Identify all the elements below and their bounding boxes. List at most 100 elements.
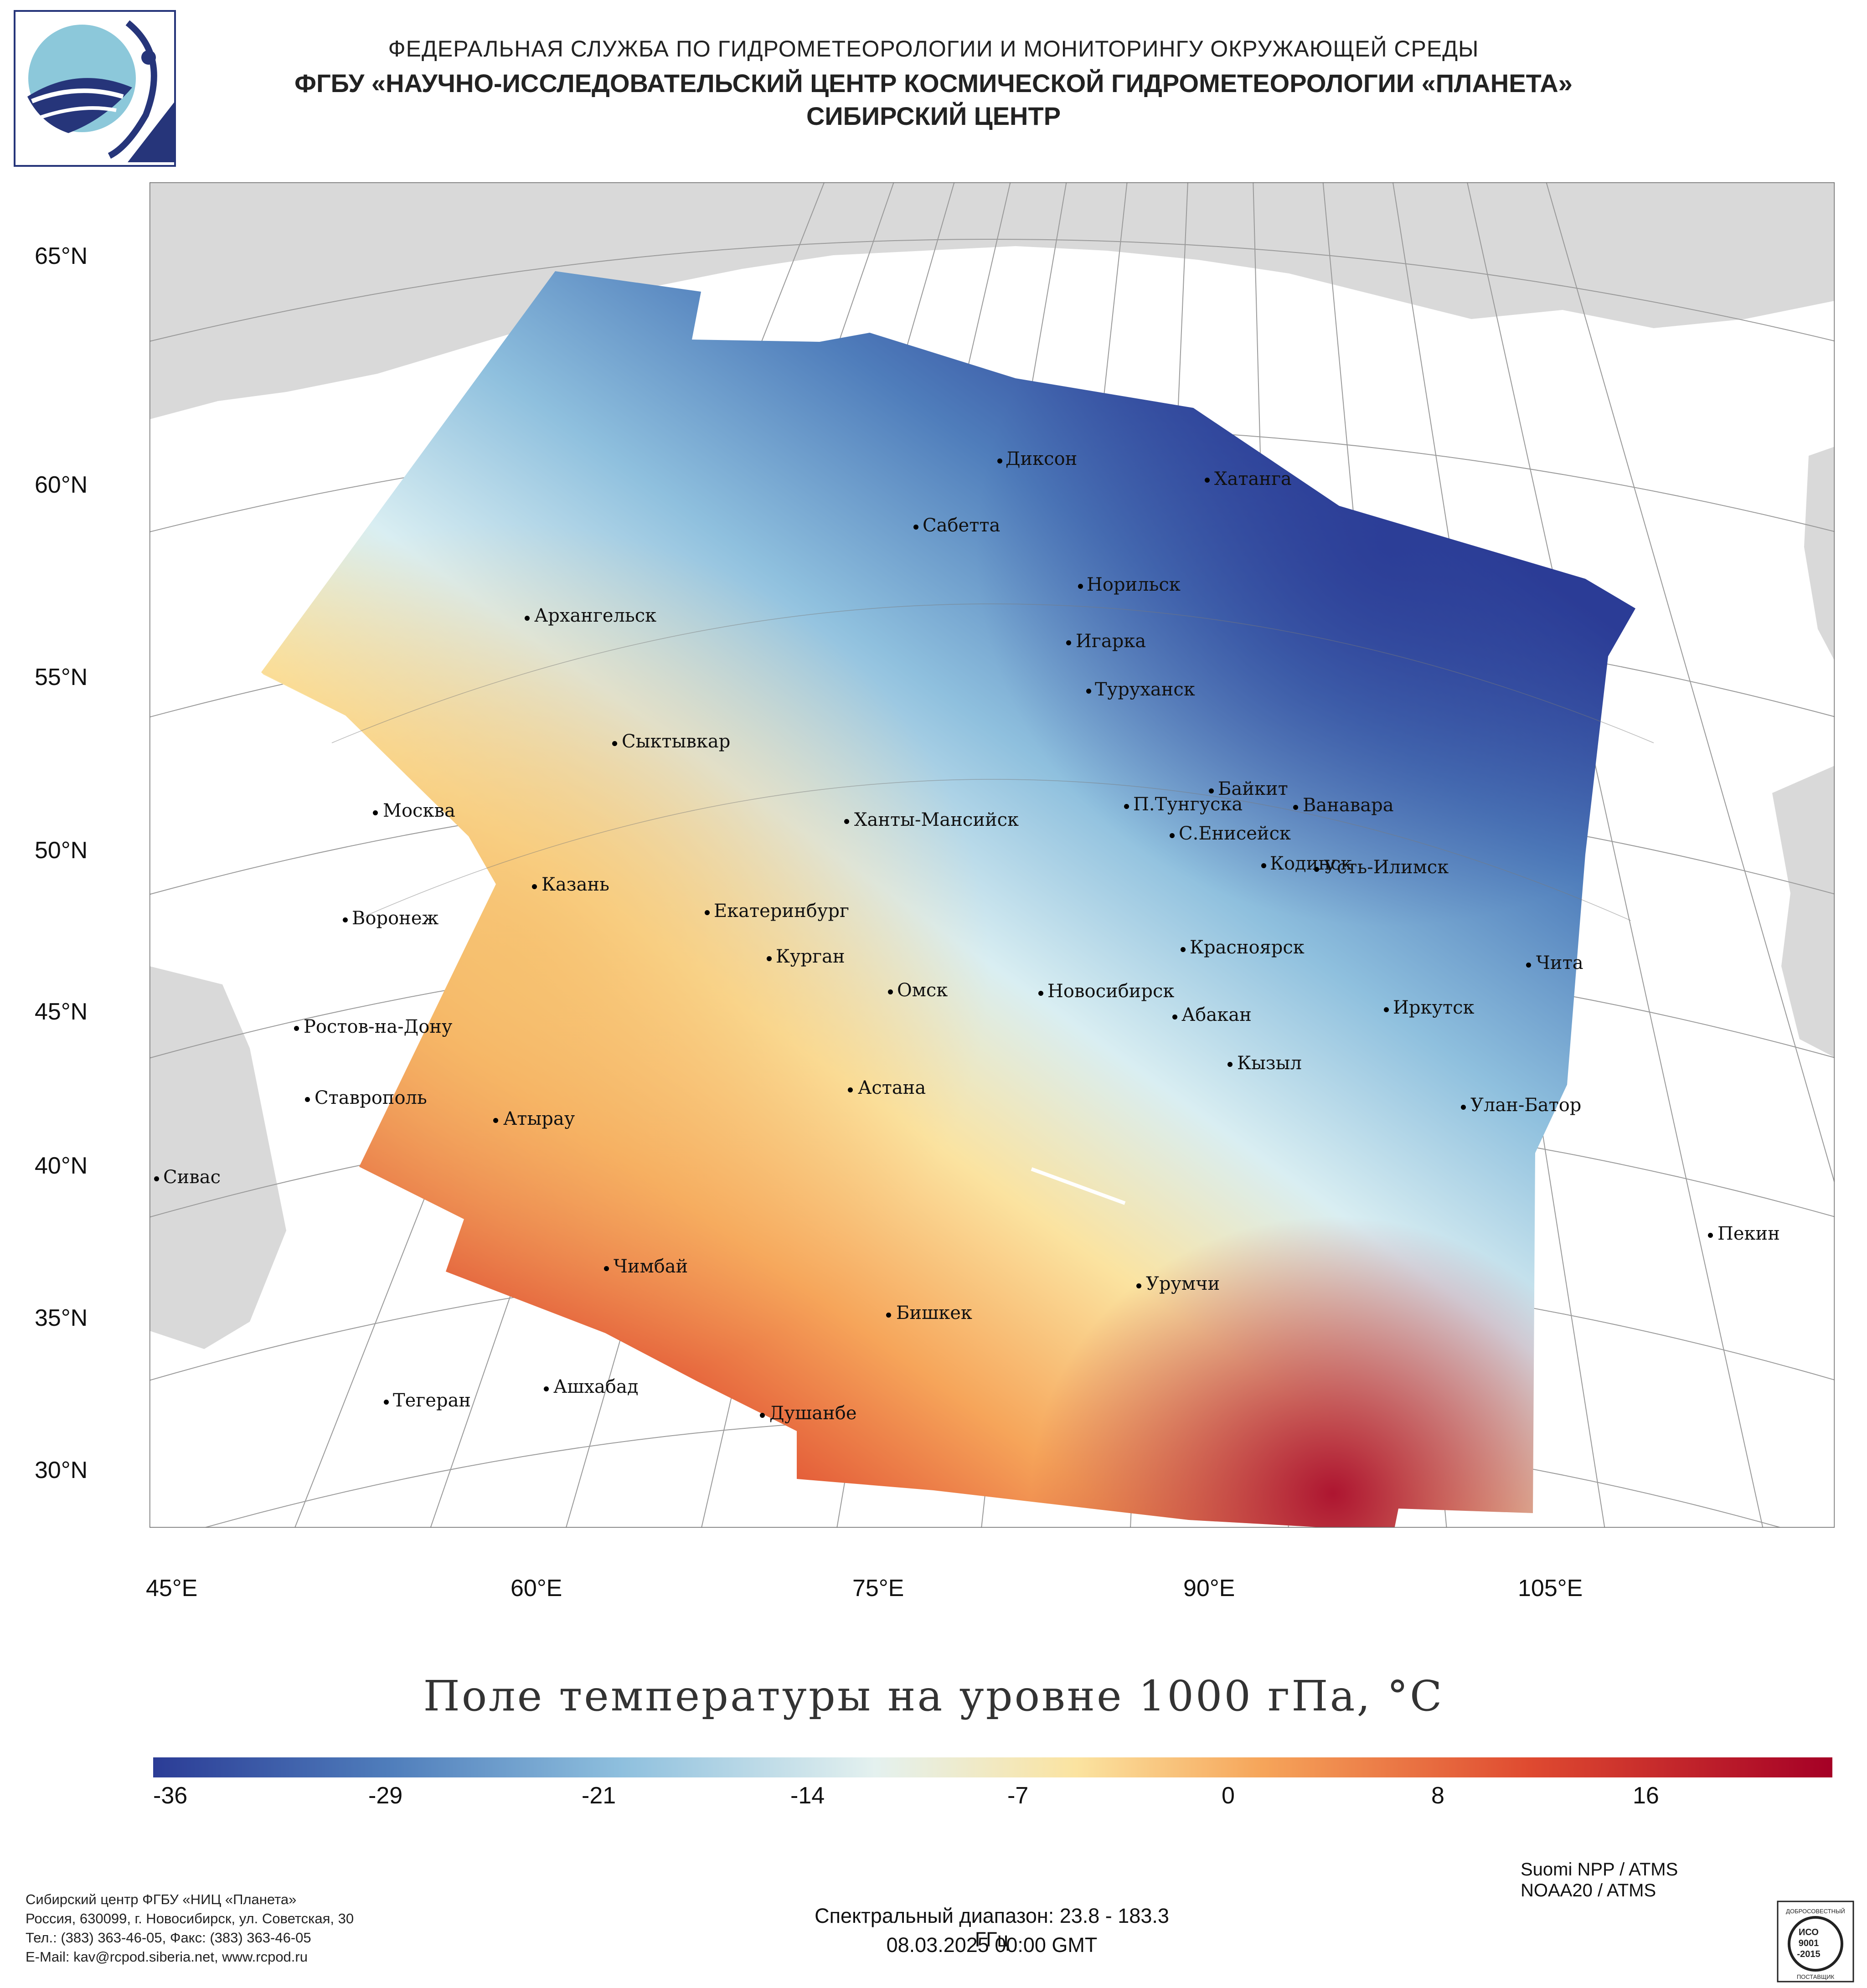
- city-dot: [1172, 1015, 1177, 1020]
- footer-email: E-Mail: kav@rcpod.siberia.net, www.rcpod…: [26, 1949, 308, 1965]
- lon-label: 60°E: [511, 1575, 562, 1602]
- lon-label: 75°E: [852, 1575, 904, 1602]
- city-dot: [1384, 1007, 1389, 1012]
- city-label: Ашхабад: [553, 1376, 639, 1397]
- city-dot: [767, 956, 772, 961]
- city-label: Игарка: [1076, 631, 1146, 652]
- city-dot: [1078, 584, 1083, 589]
- city-dot: [888, 989, 893, 994]
- city-dot: [1181, 947, 1186, 952]
- footer-phones: Тел.: (383) 363-46-05, Факс: (383) 363-4…: [26, 1930, 311, 1946]
- iso-badge-line3: -2015: [1797, 1949, 1820, 1959]
- city-dot: [525, 616, 530, 621]
- city-label: Пекин: [1717, 1223, 1780, 1244]
- city-dot: [1526, 963, 1531, 968]
- city-label: Хатанга: [1214, 469, 1292, 489]
- city-dot: [1261, 863, 1266, 868]
- city-dot: [1066, 640, 1071, 645]
- city-label: П.Тунгуска: [1133, 794, 1243, 815]
- city-label: Курган: [776, 946, 845, 967]
- sensor-2: NOAA20 / ATMS: [1521, 1880, 1656, 1900]
- city-dot: [705, 910, 710, 915]
- city-label: Чита: [1536, 953, 1583, 973]
- city-dot: [1086, 689, 1091, 694]
- lat-label: 55°N: [35, 664, 88, 690]
- city-dot: [1293, 805, 1298, 810]
- city-label: Ванавара: [1303, 795, 1394, 816]
- city-label: Байкит: [1218, 778, 1288, 799]
- city-dot: [913, 525, 918, 530]
- observation-datetime: 08.03.2025 00:00 GMT: [886, 1933, 1098, 1957]
- east-island: [1804, 447, 1835, 661]
- iso-badge-line2: 9001: [1799, 1938, 1819, 1948]
- city-label: Сыктывкар: [622, 731, 731, 752]
- city-label: Туруханск: [1095, 679, 1195, 700]
- city-dot: [1038, 991, 1043, 996]
- agency-title: ФЕДЕРАЛЬНАЯ СЛУЖБА ПО ГИДРОМЕТЕОРОЛОГИИ …: [388, 36, 1479, 62]
- lat-label: 60°N: [35, 472, 88, 498]
- colorbar: [153, 1757, 1832, 1777]
- city-label: Абакан: [1181, 1004, 1252, 1025]
- lon-label: 105°E: [1518, 1575, 1583, 1602]
- city-label: Ростов-на-Дону: [304, 1016, 453, 1037]
- city-dot: [1136, 1283, 1141, 1288]
- city-dot: [760, 1413, 765, 1418]
- colorbar-label: -7: [1007, 1782, 1029, 1809]
- city-label: Иркутск: [1393, 997, 1475, 1018]
- city-label: Бишкек: [896, 1303, 972, 1324]
- arctic-land: [150, 182, 1835, 419]
- city-dot: [373, 810, 378, 815]
- city-label: Красноярск: [1190, 937, 1305, 958]
- lon-label: 90°E: [1183, 1575, 1235, 1602]
- colorbar-label: 0: [1222, 1782, 1235, 1809]
- city-label: Кызыл: [1237, 1053, 1302, 1074]
- city-dot: [493, 1118, 498, 1123]
- planeta-logo-icon: [14, 10, 176, 167]
- iso-badge-line1: ИСО: [1799, 1927, 1819, 1937]
- city-label: Чимбай: [614, 1256, 688, 1277]
- colorbar-label: -36: [153, 1782, 188, 1809]
- lat-label: 50°N: [35, 837, 88, 864]
- temperature-map: [150, 182, 1835, 1528]
- city-label: Ставрополь: [315, 1087, 427, 1108]
- city-dot: [886, 1313, 891, 1318]
- footer-address: Россия, 630099, г. Новосибирск, ул. Сове…: [26, 1911, 354, 1926]
- city-label: Сабетта: [923, 515, 1001, 536]
- city-dot: [1170, 833, 1175, 838]
- city-dot: [305, 1097, 310, 1102]
- city-label: Казань: [542, 874, 609, 895]
- city-label: Воронеж: [352, 908, 439, 929]
- iso-badge-icon: ДОБРОСОВЕСТНЫЙ ИСО 9001 -2015 ПОСТАВЩИК: [1777, 1900, 1854, 1983]
- colorbar-label: -21: [582, 1782, 616, 1809]
- city-label: Урумчи: [1146, 1273, 1220, 1294]
- city-dot: [1708, 1233, 1713, 1238]
- city-dot: [1124, 804, 1129, 809]
- city-dot: [294, 1026, 299, 1031]
- lon-label: 45°E: [146, 1575, 198, 1602]
- iso-badge-top: ДОБРОСОВЕСТНЫЙ: [1786, 1908, 1845, 1915]
- iso-badge-bottom: ПОСТАВЩИК: [1797, 1973, 1835, 1980]
- city-label: Усть-Илимск: [1324, 857, 1449, 878]
- lat-label: 35°N: [35, 1305, 88, 1331]
- caspian-area: [150, 966, 286, 1349]
- lat-label: 65°N: [35, 243, 88, 269]
- city-label: Душанбе: [769, 1403, 857, 1424]
- lat-label: 30°N: [35, 1457, 88, 1483]
- city-label: Тегеран: [393, 1390, 471, 1411]
- city-dot: [154, 1176, 159, 1181]
- city-dot: [612, 741, 617, 746]
- city-label: Ханты-Мансийск: [854, 809, 1019, 830]
- colorbar-label: 16: [1633, 1782, 1659, 1809]
- institute-title: ФГБУ «НАУЧНО-ИССЛЕДОВАТЕЛЬСКИЙ ЦЕНТР КОС…: [294, 69, 1573, 98]
- city-dot: [1314, 867, 1319, 872]
- city-label: Сивас: [163, 1167, 221, 1188]
- city-dot: [1209, 788, 1214, 793]
- east-sea: [1772, 766, 1835, 1057]
- colorbar-label: -14: [790, 1782, 825, 1809]
- city-dot: [604, 1266, 609, 1271]
- city-label: Норильск: [1087, 574, 1181, 595]
- city-dot: [1205, 478, 1210, 483]
- city-label: С.Енисейск: [1179, 823, 1291, 844]
- city-label: Екатеринбург: [714, 901, 849, 922]
- city-dot: [997, 458, 1002, 464]
